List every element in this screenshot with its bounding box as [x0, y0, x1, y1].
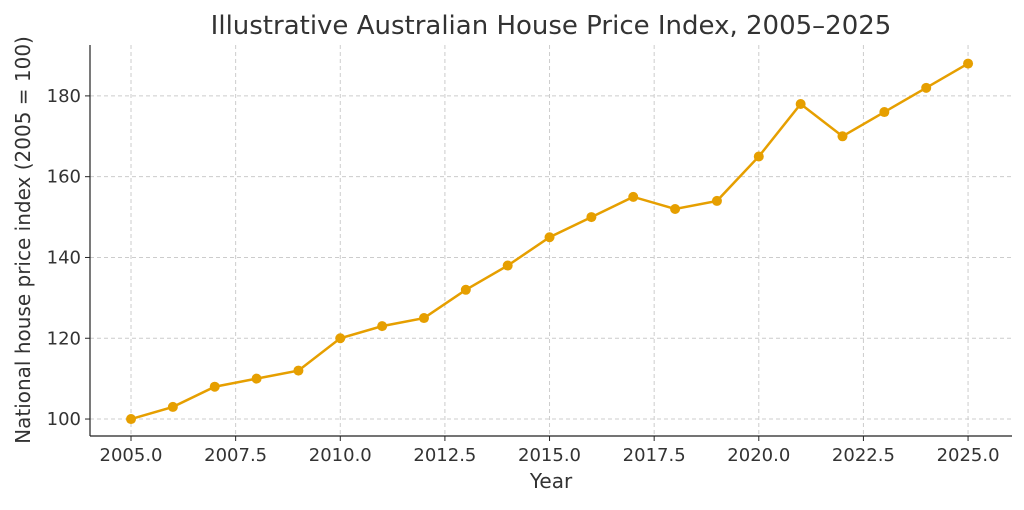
data-point-2022 — [837, 131, 848, 142]
ticks: 2005.0 2007.5 2010.0 2012.5 2015.0 2017.5 2020… — [47, 86, 1000, 466]
data-point-2009 — [293, 365, 304, 376]
data-point-2013 — [460, 284, 471, 295]
data-point-2021 — [795, 98, 806, 109]
data-point-2019 — [711, 195, 722, 206]
series — [126, 58, 974, 425]
data-point-2025 — [963, 58, 974, 69]
data-point-2007 — [209, 381, 220, 392]
data-point-2024 — [921, 82, 932, 93]
data-point-2023 — [879, 107, 890, 118]
y-tick-label: 100 — [47, 409, 81, 430]
data-point-2020 — [753, 151, 764, 162]
y-tick-label: 160 — [47, 167, 81, 188]
x-tick-label: 2015.0 — [518, 445, 581, 466]
data-point-2016 — [586, 212, 597, 223]
y-tick-label: 140 — [47, 247, 81, 268]
data-point-2005 — [126, 414, 137, 425]
data-point-2014 — [502, 260, 513, 271]
x-tick-label: 2010.0 — [309, 445, 372, 466]
y-tick-label: 120 — [47, 328, 81, 349]
x-tick-label: 2017.5 — [623, 445, 686, 466]
data-point-2018 — [670, 203, 681, 214]
data-point-2010 — [335, 333, 346, 344]
x-axis-label: Year — [529, 469, 573, 493]
x-tick-label: 2005.0 — [100, 445, 163, 466]
data-point-2015 — [544, 232, 555, 243]
x-tick-label: 2022.5 — [832, 445, 895, 466]
y-tick-label: 180 — [47, 86, 81, 107]
grid — [90, 45, 1012, 436]
data-point-2006 — [167, 401, 178, 412]
chart-title: Illustrative Australian House Price Inde… — [211, 11, 892, 41]
x-tick-label: 2025.0 — [937, 445, 1000, 466]
data-point-2011 — [377, 321, 388, 332]
data-point-2012 — [418, 313, 429, 324]
x-tick-label: 2020.0 — [727, 445, 790, 466]
y-axis-label: National house price index (2005 = 100) — [11, 36, 35, 444]
x-tick-label: 2007.5 — [204, 445, 267, 466]
x-tick-label: 2012.5 — [413, 445, 476, 466]
data-point-2017 — [628, 191, 639, 202]
data-point-2008 — [251, 373, 262, 384]
